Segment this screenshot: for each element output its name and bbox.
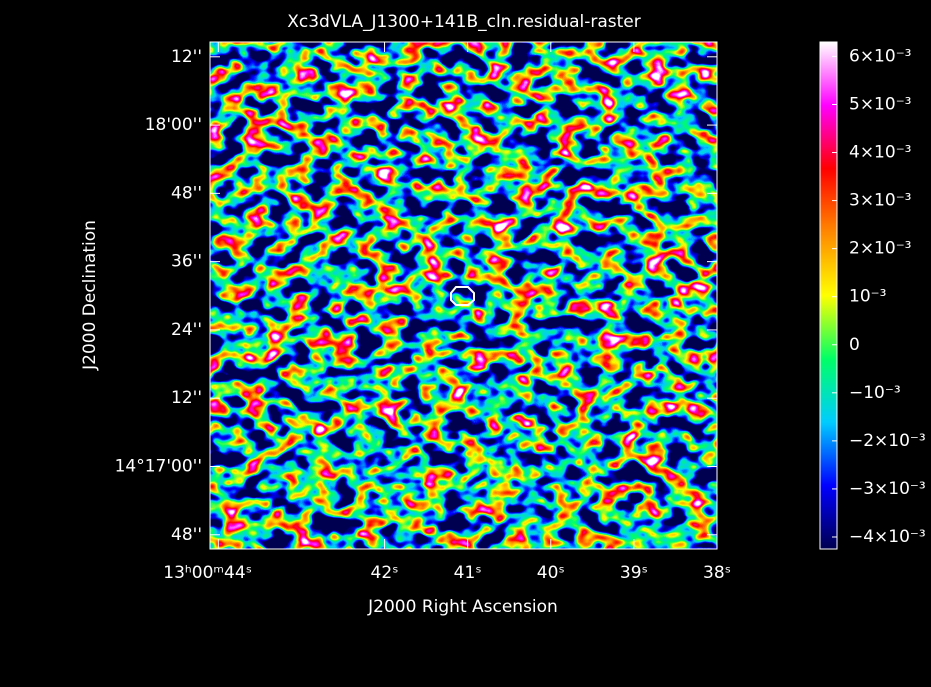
raster-image — [210, 42, 717, 549]
chart-title: Xc3dVLA_J1300+141B_cln.residual-raster — [287, 12, 640, 32]
y-tick-label: 48'' — [171, 525, 202, 545]
x-tick-label: 40ˢ — [537, 563, 565, 583]
x-tick-label: 38ˢ — [703, 563, 731, 583]
y-axis-label: J2000 Declination — [80, 220, 100, 371]
source-marker — [450, 286, 475, 306]
y-tick-label: 36'' — [171, 252, 202, 272]
colorbar-tick-label: −3×10⁻³ — [849, 479, 926, 499]
x-tick-label: 42ˢ — [371, 563, 399, 583]
colorbar-tick-label: −4×10⁻³ — [849, 527, 926, 547]
y-tick-label: 18'00'' — [145, 115, 202, 135]
y-tick-label: 12'' — [171, 47, 202, 67]
x-tick-label: 41ˢ — [454, 563, 482, 583]
colorbar-tick-label: 2×10⁻³ — [849, 239, 911, 259]
x-tick-label: 39ˢ — [620, 563, 648, 583]
y-tick-label: 48'' — [171, 183, 202, 203]
colorbar-tick-label: 6×10⁻³ — [849, 46, 911, 66]
colorbar-tick-label: 3×10⁻³ — [849, 191, 911, 211]
colorbar-tick-label: 10⁻³ — [849, 287, 886, 307]
plot-frame — [209, 41, 718, 550]
x-tick-label: 13ʰ00ᵐ44ˢ — [163, 563, 252, 583]
y-tick-label: 12'' — [171, 388, 202, 408]
colorbar-tick-label: −2×10⁻³ — [849, 431, 926, 451]
colorbar-tick-label: 4×10⁻³ — [849, 143, 911, 163]
colorbar-tick-label: 5×10⁻³ — [849, 94, 911, 114]
y-tick-label: 24'' — [171, 320, 202, 340]
colorbar — [819, 41, 838, 550]
colorbar-tick-label: −10⁻³ — [849, 383, 901, 403]
colorbar-tick-label: 0 — [849, 335, 860, 355]
y-tick-label: 14°17'00'' — [115, 456, 202, 476]
x-axis-label: J2000 Right Ascension — [367, 597, 558, 617]
